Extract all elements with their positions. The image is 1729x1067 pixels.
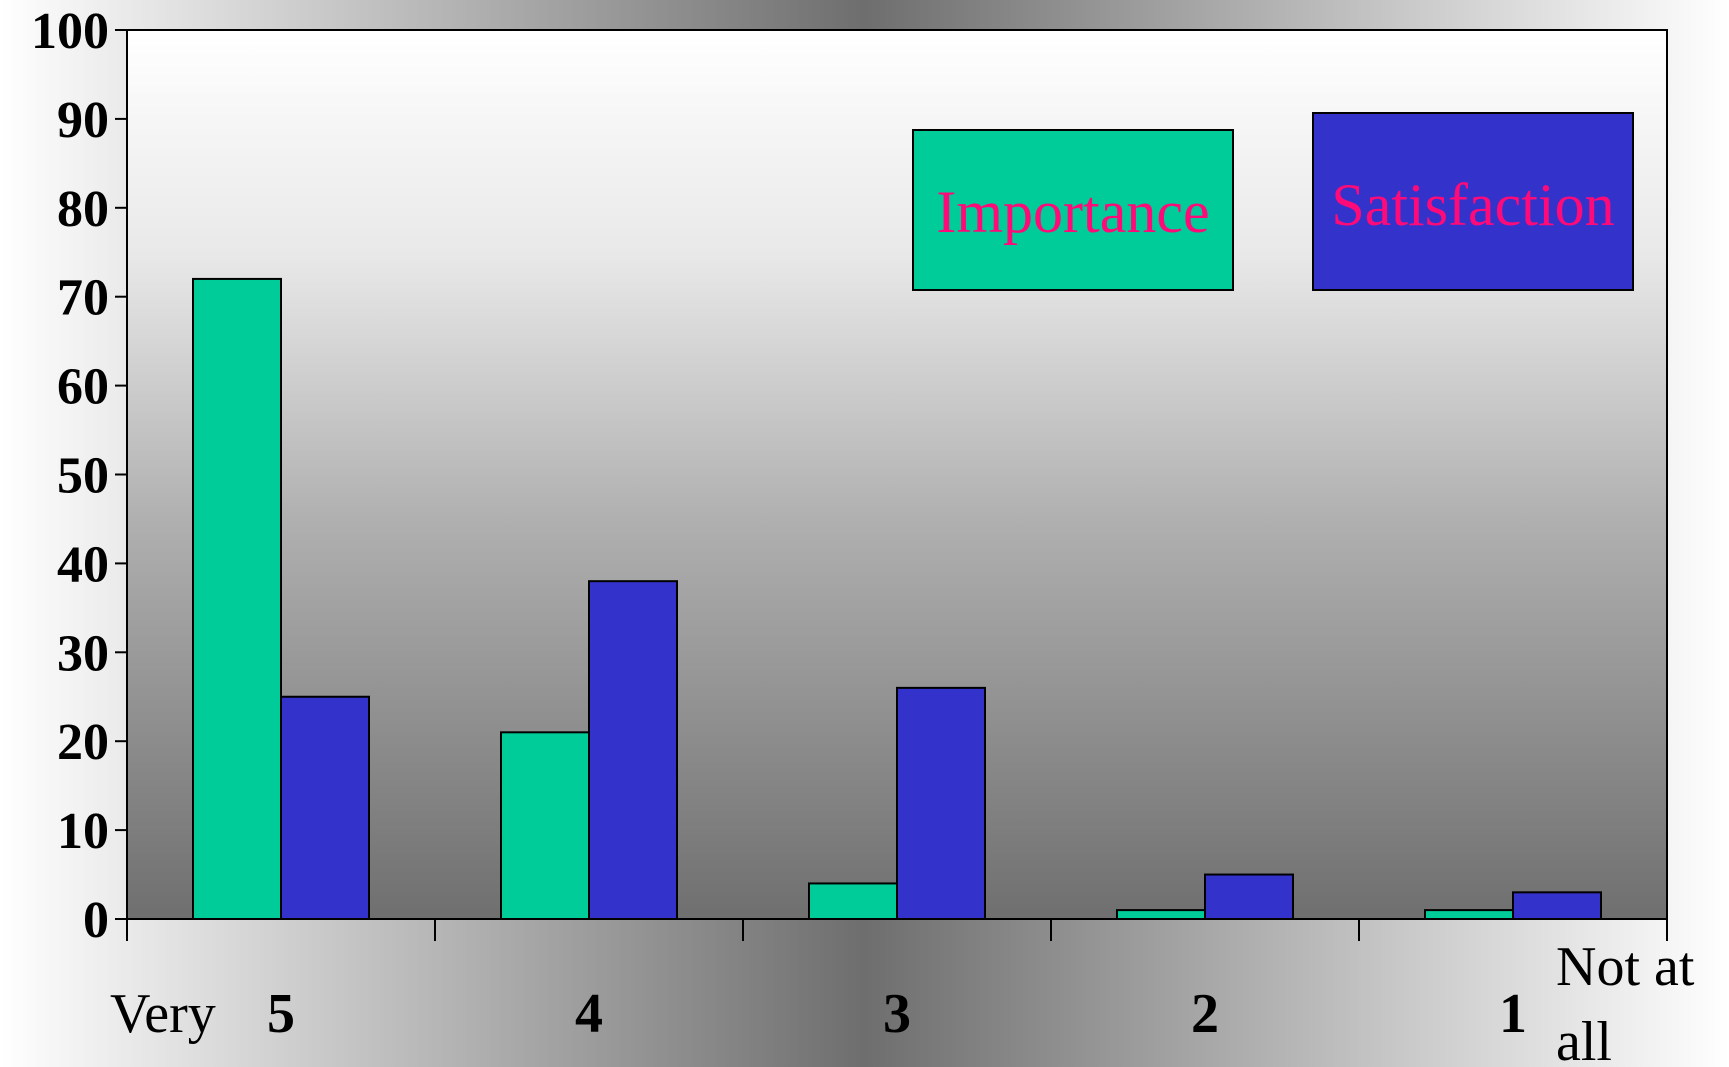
bar-importance-5 — [192, 277, 282, 921]
y-tick-label: 20 — [57, 714, 109, 771]
x-category-label: 1 — [1499, 983, 1527, 1045]
x-category-label: 2 — [1191, 983, 1219, 1045]
y-tick-label: 30 — [57, 625, 109, 682]
legend-importance-box — [912, 129, 1234, 291]
bar-importance-2 — [1116, 909, 1206, 920]
bar-satisfaction-4 — [588, 580, 678, 920]
y-tick-label: 80 — [57, 181, 109, 238]
legend-importance-label: Importance — [936, 179, 1209, 245]
y-tick-label: 50 — [57, 448, 109, 505]
x-category-label: 3 — [883, 983, 911, 1045]
x-category-label: 4 — [575, 983, 603, 1045]
bar-satisfaction-5 — [280, 695, 370, 920]
y-tick-label: 40 — [57, 536, 109, 593]
y-tick-label: 10 — [57, 803, 109, 860]
bar-importance-3 — [808, 882, 898, 921]
x-end-label-not-at: Not at — [1556, 936, 1695, 998]
bar-importance-4 — [500, 731, 590, 920]
legend-satisfaction-label: Satisfaction — [1331, 172, 1614, 238]
bar-satisfaction-3 — [896, 686, 986, 920]
bar-satisfaction-2 — [1204, 873, 1294, 920]
x-axis: 5 4 3 2 1 — [126, 919, 1668, 1045]
y-axis: 0 10 20 30 40 50 60 70 80 90 100 — [31, 3, 127, 949]
x-category-label: 5 — [267, 983, 295, 1045]
x-end-label-very: Very — [110, 983, 216, 1045]
y-tick-label: 70 — [57, 270, 109, 327]
y-tick-label: 90 — [57, 92, 109, 149]
y-tick-label: 0 — [83, 892, 109, 949]
y-tick-label: 60 — [57, 359, 109, 416]
legend: Importance Satisfaction — [912, 112, 1634, 291]
bar-satisfaction-1 — [1512, 891, 1602, 921]
bar-importance-1 — [1424, 909, 1514, 920]
y-tick-label: 100 — [31, 3, 109, 60]
x-end-label-all: all — [1556, 1011, 1612, 1067]
legend-satisfaction-box — [1312, 112, 1634, 291]
bars — [192, 277, 1602, 921]
